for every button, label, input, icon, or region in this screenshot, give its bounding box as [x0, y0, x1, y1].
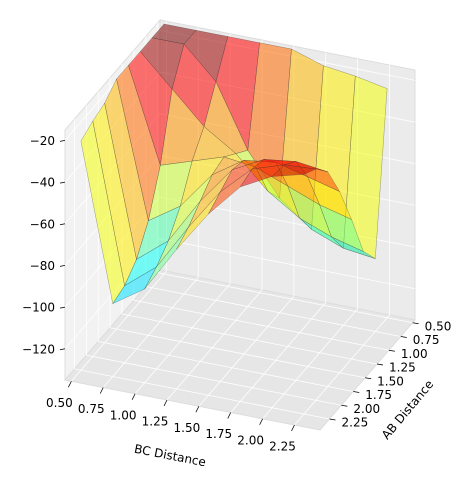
tick-mark — [59, 181, 66, 184]
tick-mark — [388, 349, 395, 352]
tick-mark — [163, 399, 168, 407]
x-tick-label: 0.75 — [78, 402, 105, 416]
pane — [64, 269, 416, 431]
x-axis-label: BC Distance — [133, 442, 207, 470]
tick-mark — [227, 412, 232, 419]
grid-line — [74, 368, 330, 420]
x-tick-label: 2.00 — [237, 433, 264, 447]
x-tick-label: 0.50 — [46, 396, 73, 410]
grid-line — [71, 270, 167, 382]
x-tick-label: 1.75 — [205, 427, 232, 441]
tick-mark — [131, 393, 136, 400]
grid-line — [110, 327, 366, 379]
tick-mark — [59, 348, 66, 351]
grid-line — [159, 238, 416, 290]
tick-mark — [341, 404, 348, 407]
tick-mark — [412, 322, 419, 325]
y-tick-label: 0.50 — [425, 319, 452, 333]
grid-line — [198, 295, 295, 407]
tick-mark — [259, 418, 263, 425]
z-tick-label: −40 — [30, 176, 55, 190]
tick-mark — [99, 387, 104, 394]
tick-mark — [59, 223, 66, 226]
z-tick-label: −20 — [30, 134, 55, 148]
y-tick-label: 1.25 — [389, 361, 416, 375]
z-tick-label: −60 — [30, 217, 55, 231]
grid-line — [157, 272, 413, 324]
x-tick-label: 2.25 — [269, 440, 296, 454]
z-tick-label: −120 — [22, 342, 55, 356]
surface-patch — [271, 164, 317, 177]
grid-line — [133, 299, 389, 351]
y-tick-label: 1.50 — [377, 374, 404, 388]
grid-line — [262, 308, 358, 420]
grid-line — [134, 283, 231, 395]
z-tick-label: −100 — [22, 301, 55, 315]
grid-line — [86, 354, 342, 406]
tick-mark — [291, 424, 295, 432]
grid-line — [166, 289, 263, 401]
grid-line — [121, 313, 378, 365]
grid-line — [145, 286, 401, 337]
grid-line — [230, 302, 327, 413]
x-tick-label: 1.50 — [174, 421, 201, 435]
tick-mark — [59, 306, 66, 309]
y-tick-label: 0.75 — [413, 333, 440, 347]
z-tick-label: −80 — [30, 259, 55, 273]
tick-mark — [376, 363, 384, 366]
x-tick-label: 1.25 — [142, 415, 169, 429]
y-tick-label: 2.00 — [353, 402, 380, 416]
tick-mark — [68, 381, 72, 388]
x-tick-label: 1.00 — [110, 408, 137, 422]
y-tick-label: 1.75 — [365, 388, 392, 402]
grid-line — [294, 314, 390, 426]
tick-mark — [365, 377, 372, 380]
y-tick-label: 2.25 — [342, 416, 369, 430]
grid-line — [98, 341, 354, 392]
tick-mark — [59, 265, 66, 267]
grid-line — [102, 277, 199, 388]
tick-mark — [329, 418, 336, 421]
tick-mark — [59, 140, 66, 142]
tick-mark — [400, 336, 407, 338]
y-tick-label: 1.00 — [401, 347, 428, 361]
tick-mark — [195, 406, 200, 413]
tick-mark — [353, 391, 360, 393]
